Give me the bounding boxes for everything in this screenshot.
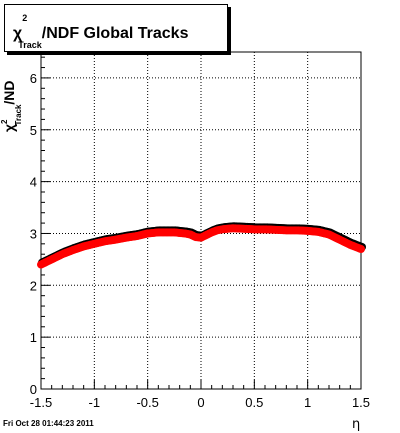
tick-labels: -1.5 -1 -0.5 0 0.5 1 1.5 0 1 2 3 4 5 6	[30, 71, 370, 410]
y-axis-title: χ2 Track/ND	[0, 80, 23, 132]
grid-lines	[41, 52, 361, 389]
data-points-front	[37, 224, 365, 269]
y-tick-label: 6	[30, 71, 37, 86]
x-tick-label: -0.5	[136, 395, 158, 410]
y-tick-label: 0	[30, 382, 37, 397]
y-tick-label: 5	[30, 123, 37, 138]
y-tick-label: 2	[30, 278, 37, 293]
data-point	[357, 245, 365, 254]
x-tick-label: 0	[197, 395, 204, 410]
y-tick-label: 3	[30, 226, 37, 241]
x-tick-label: 0.5	[245, 395, 263, 410]
timestamp-footer: Fri Oct 28 01:44:23 2011	[3, 419, 94, 428]
title-symbol: χ	[13, 25, 23, 42]
y-title-sup: 2	[0, 119, 9, 124]
title-sub: Track	[18, 40, 43, 50]
data-points	[37, 222, 366, 269]
y-tick-label: 1	[30, 330, 37, 345]
y-title-sub: Track	[14, 104, 23, 125]
chart-title-box: χ 2 Track/NDF Global Tracks	[4, 4, 228, 52]
chart-title: χ 2 Track/NDF Global Tracks	[13, 13, 189, 50]
x-tick-label: 1.5	[352, 395, 370, 410]
y-title-rest: /ND	[1, 80, 17, 104]
title-sup: 2	[22, 13, 27, 23]
y-title-symbol: χ	[1, 124, 17, 132]
title-rest: /NDF Global Tracks	[42, 25, 189, 42]
x-tick-label: 1	[304, 395, 311, 410]
axis-ticks	[40, 56, 362, 390]
chart-title-text: χ 2 Track/NDF Global Tracks	[13, 13, 189, 50]
x-tick-label: -1.5	[30, 395, 52, 410]
y-tick-label: 4	[30, 175, 37, 190]
x-axis-title: η	[352, 417, 360, 432]
x-tick-label: -1	[89, 395, 101, 410]
